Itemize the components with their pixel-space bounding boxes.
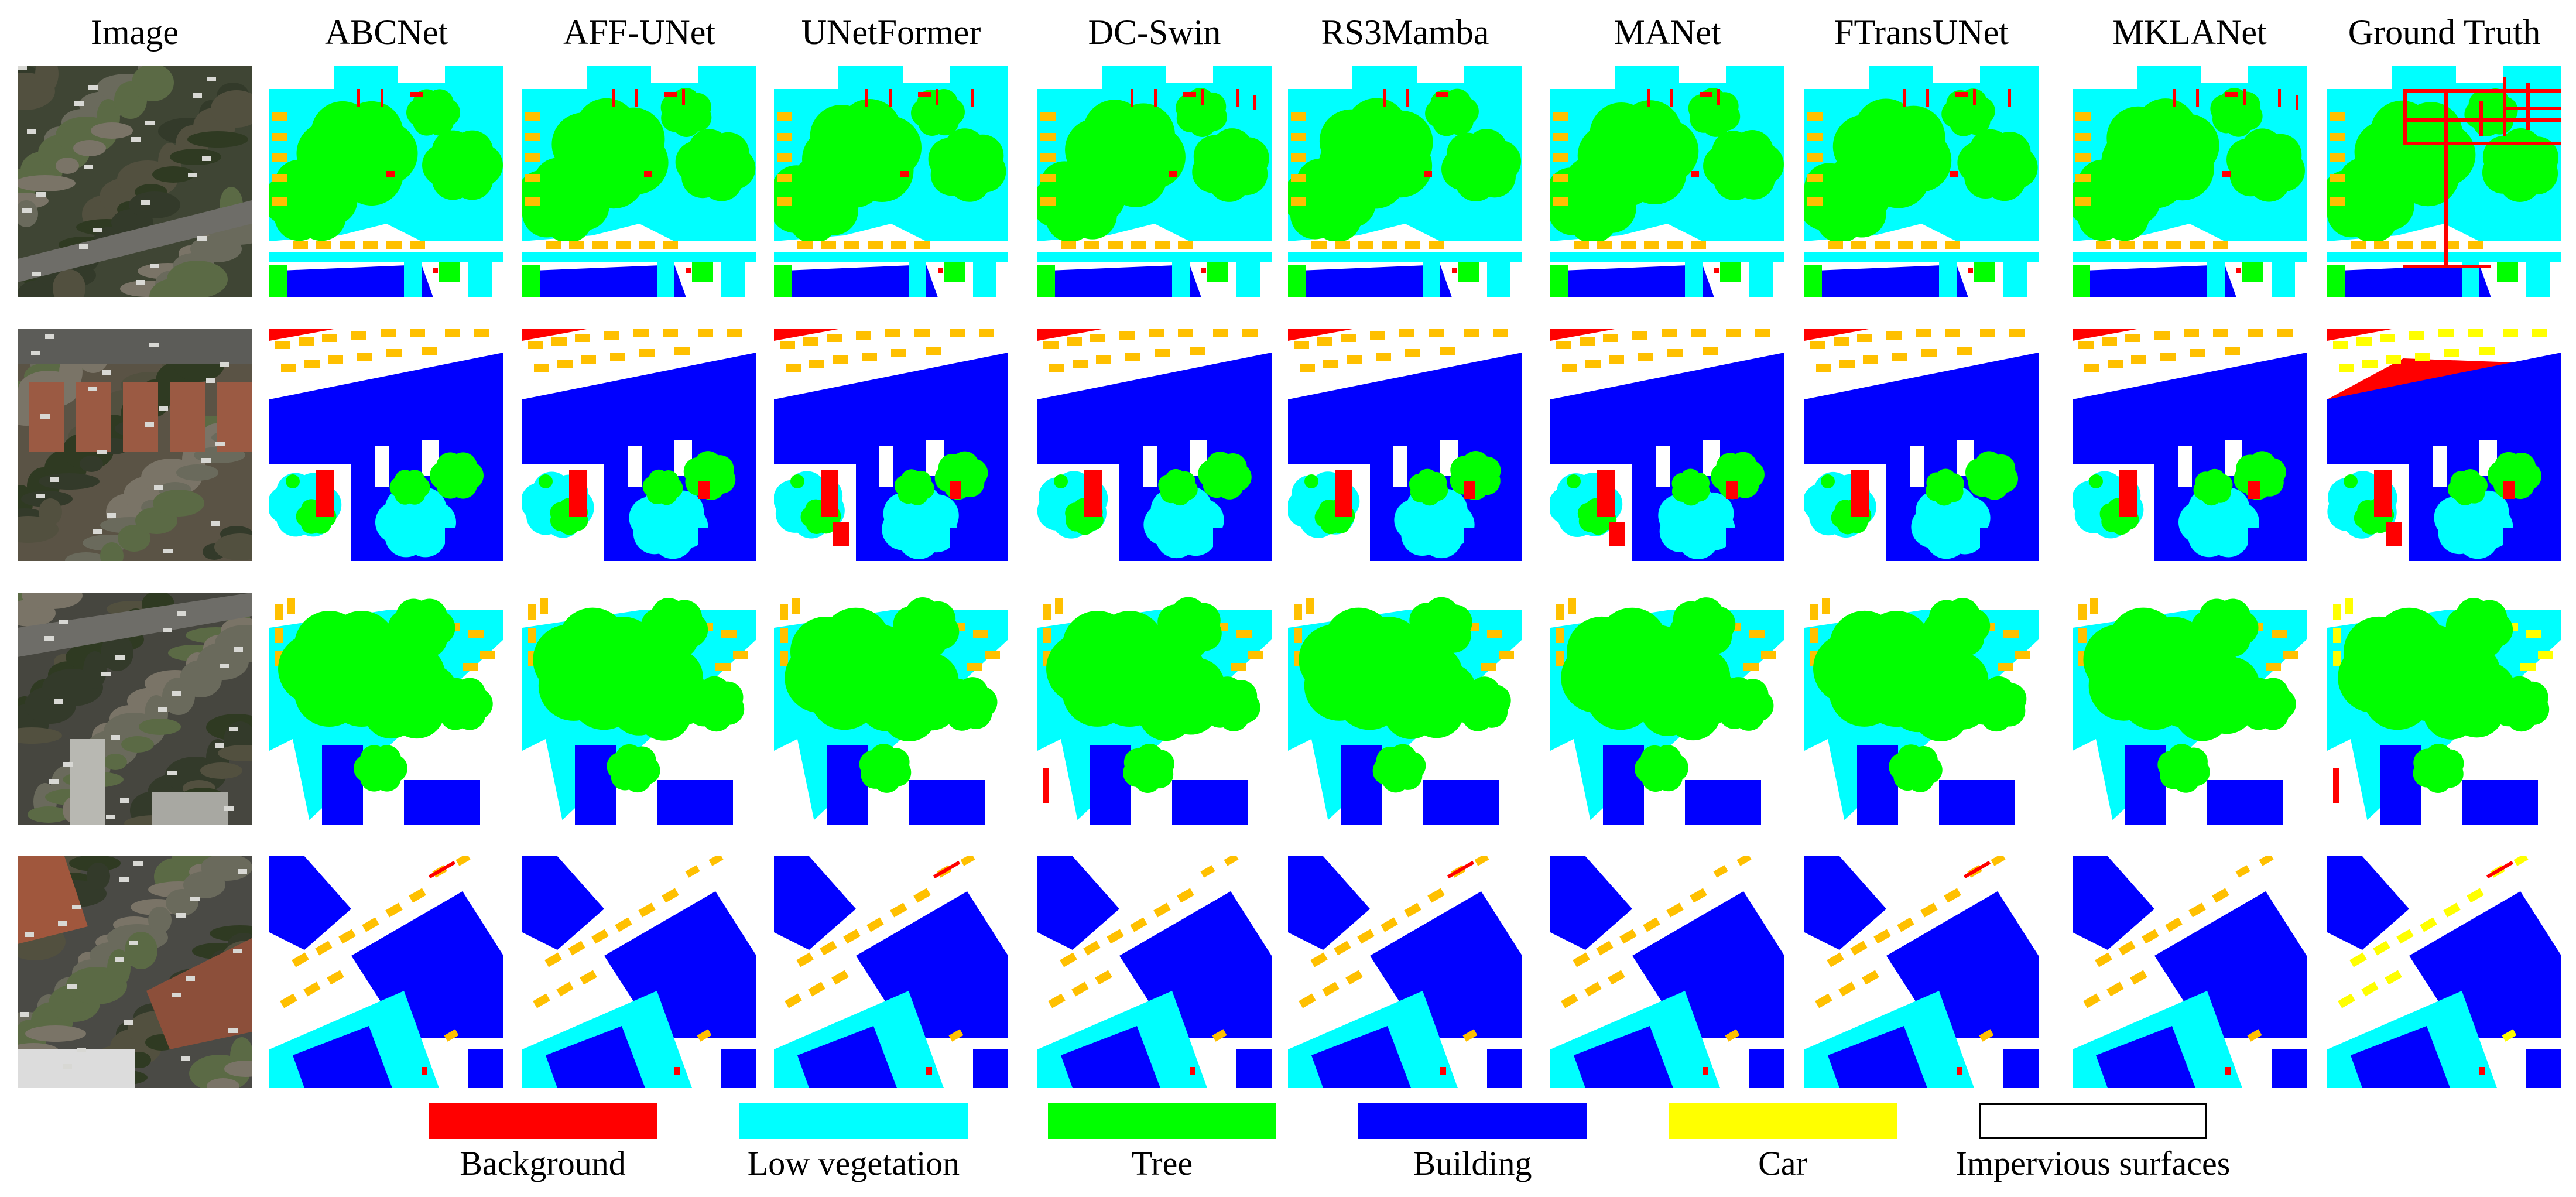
column-header-aff-unet: AFF-UNet	[563, 13, 715, 52]
segmentation-map-row-2-mklanet	[2073, 329, 2307, 561]
segmentation-map-row-2-dc-swin	[1037, 329, 1272, 561]
segmentation-map-row-4-abcnet	[269, 856, 503, 1088]
segmentation-map-row-1-ftransunet	[1804, 66, 2039, 297]
segmentation-map-row-2-manet	[1550, 329, 1784, 561]
segmentation-map-row-1-abcnet	[269, 66, 503, 297]
column-header-mklanet: MKLANet	[2112, 13, 2267, 52]
aerial-image-row-3	[18, 593, 252, 825]
segmentation-map-row-2-rs3mamba	[1288, 329, 1522, 561]
legend-swatch-tree	[1048, 1103, 1276, 1139]
legend-label-tree: Tree	[1131, 1144, 1193, 1182]
segmentation-map-row-2-ftransunet	[1804, 329, 2039, 561]
legend-label-background: Background	[460, 1144, 626, 1182]
column-header-ftransunet: FTransUNet	[1834, 13, 2009, 52]
segmentation-map-row-4-ground-truth	[2327, 856, 2561, 1088]
column-header-image: Image	[91, 13, 179, 52]
segmentation-map-row-3-mklanet	[2073, 593, 2307, 825]
legend-swatch-background	[429, 1103, 657, 1139]
segmentation-map-row-4-unetformer	[774, 856, 1008, 1088]
segmentation-map-row-1-mklanet	[2073, 66, 2307, 297]
segmentation-map-row-4-rs3mamba	[1288, 856, 1522, 1088]
legend-label-low-vegetation: Low vegetation	[747, 1144, 960, 1182]
segmentation-map-row-3-ground-truth	[2327, 593, 2561, 825]
legend-label-impervious-surfaces: Impervious surfaces	[1955, 1144, 2231, 1182]
segmentation-map-row-3-manet	[1550, 593, 1784, 825]
column-header-ground-truth: Ground Truth	[2348, 13, 2541, 52]
legend-swatch-low-vegetation	[739, 1103, 968, 1139]
segmentation-map-row-3-ftransunet	[1804, 593, 2039, 825]
aerial-image-row-2	[18, 329, 252, 561]
segmentation-map-row-3-unetformer	[774, 593, 1008, 825]
segmentation-map-row-3-dc-swin	[1037, 593, 1272, 825]
column-header-dc-swin: DC-Swin	[1088, 13, 1221, 52]
segmentation-map-row-4-ftransunet	[1804, 856, 2039, 1088]
segmentation-map-row-1-aff-unet	[522, 66, 756, 297]
legend-swatch-impervious-surfaces	[1979, 1103, 2207, 1139]
segmentation-map-row-2-abcnet	[269, 329, 503, 561]
aerial-image-row-4	[18, 856, 252, 1088]
segmentation-map-row-1-dc-swin	[1037, 66, 1272, 297]
legend-label-car: Car	[1758, 1144, 1807, 1182]
segmentation-map-row-1-manet	[1550, 66, 1784, 297]
segmentation-map-row-3-aff-unet	[522, 593, 756, 825]
segmentation-map-row-1-unetformer	[774, 66, 1008, 297]
segmentation-map-row-4-mklanet	[2073, 856, 2307, 1088]
legend-label-building: Building	[1413, 1144, 1532, 1182]
legend-swatch-car	[1669, 1103, 1897, 1139]
segmentation-map-row-2-unetformer	[774, 329, 1008, 561]
segmentation-map-row-1-rs3mamba	[1288, 66, 1522, 297]
segmentation-map-row-4-aff-unet	[522, 856, 756, 1088]
column-header-unetformer: UNetFormer	[801, 13, 981, 52]
legend-swatch-building	[1358, 1103, 1587, 1139]
column-header-rs3mamba: RS3Mamba	[1321, 13, 1489, 52]
aerial-image-row-1	[18, 66, 252, 297]
segmentation-map-row-4-dc-swin	[1037, 856, 1272, 1088]
segmentation-map-row-2-ground-truth	[2327, 329, 2561, 561]
segmentation-map-row-1-ground-truth	[2327, 66, 2561, 297]
column-header-abcnet: ABCNet	[325, 13, 448, 52]
column-header-manet: MANet	[1614, 13, 1721, 52]
segmentation-map-row-4-manet	[1550, 856, 1784, 1088]
segmentation-map-row-3-rs3mamba	[1288, 593, 1522, 825]
segmentation-map-row-2-aff-unet	[522, 329, 756, 561]
segmentation-map-row-3-abcnet	[269, 593, 503, 825]
